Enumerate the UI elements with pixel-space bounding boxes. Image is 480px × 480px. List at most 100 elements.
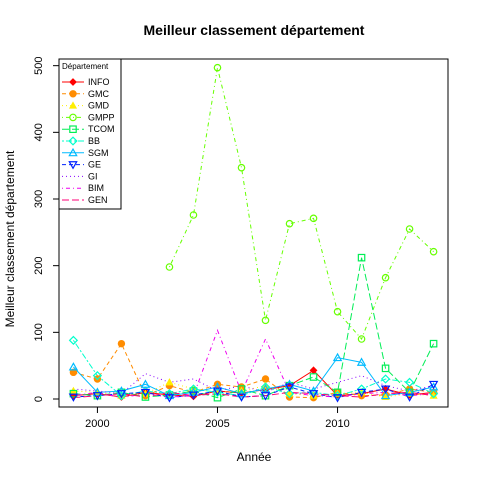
y-axis-label: Meilleur classement département (3, 150, 17, 327)
data-point-bb (188, 384, 199, 394)
data-point-ge (284, 383, 295, 392)
y-tick-label: 200 (33, 256, 45, 274)
data-point-gmc (69, 368, 78, 377)
legend-marker-info (69, 78, 77, 86)
data-point-ge (164, 394, 175, 403)
data-point-gmpp (381, 273, 390, 282)
legend-label-gi: GI (88, 171, 98, 181)
data-point-gmc (117, 339, 126, 348)
data-point-ge (116, 390, 127, 399)
data-point-gmpp (237, 163, 246, 172)
data-point-bb (404, 377, 415, 387)
data-point-gmpp (309, 214, 318, 223)
legend-marker-gmpp (69, 113, 77, 122)
data-point-sgm (92, 387, 103, 396)
legend-label-info: INFO (88, 77, 110, 87)
legend-title: Département (62, 62, 109, 71)
data-point-tcom (141, 393, 150, 401)
data-point-ge (404, 393, 415, 402)
data-point-gmpp (285, 219, 294, 228)
data-point-sgm (380, 390, 391, 400)
data-point-tcom (333, 388, 342, 397)
legend-label-gmc: GMC (88, 89, 109, 99)
data-point-gmpp (405, 225, 414, 233)
data-point-bb (92, 371, 103, 381)
legend-label-gmpp: GMPP (88, 112, 115, 122)
data-point-gmpp (189, 211, 198, 219)
data-point-bb (284, 389, 295, 399)
legend-label-gen: GEN (88, 195, 108, 205)
data-point-bb (428, 389, 439, 399)
data-point-gmpp (261, 316, 270, 325)
data-point-sgm (260, 384, 271, 393)
series-line-tcom (73, 257, 435, 399)
chart-title: Meilleur classement département (144, 22, 365, 38)
data-point-ge (428, 380, 439, 390)
series-line-gmpp (169, 67, 434, 340)
data-point-sgm (428, 382, 439, 391)
data-point-ge (68, 393, 79, 402)
y-tick-label: 100 (33, 323, 45, 341)
data-point-ge (212, 387, 223, 396)
data-point-tcom (309, 373, 318, 381)
data-point-ge (332, 394, 343, 403)
legend-marker-bb (68, 136, 78, 146)
data-point-tcom (357, 253, 366, 262)
data-point-sgm (140, 379, 151, 388)
legend-label-bb: BB (88, 136, 100, 146)
legend-label-sgm: SGM (88, 148, 109, 158)
data-point-gmpp (357, 335, 366, 343)
y-tick-label: 300 (33, 190, 45, 208)
data-point-sgm (356, 357, 367, 366)
data-point-bb (380, 374, 391, 384)
data-point-ge (308, 390, 319, 399)
plot-frame (58, 58, 449, 408)
legend-label-tcom: TCOM (88, 124, 115, 134)
x-axis: 2000 2005 2010 (85, 407, 350, 430)
data-point-ge (380, 385, 391, 394)
legend-marker-sgm (68, 147, 78, 157)
series-lines (72, 67, 435, 399)
data-point-bb (164, 389, 175, 399)
data-point-gmc (261, 375, 270, 383)
data-point-bb (260, 382, 271, 392)
data-point-gmpp (165, 263, 174, 271)
data-point-gmpp (429, 247, 438, 256)
x-tick-label: 2000 (85, 418, 109, 430)
data-point-sgm (236, 388, 247, 398)
series-line-sgm (73, 357, 434, 397)
legend-label-ge: GE (88, 160, 101, 170)
legend-marker-ge (68, 161, 78, 170)
data-point-bb (68, 335, 79, 345)
data-point-ge (140, 388, 151, 398)
series-line-gen (73, 391, 434, 399)
data-point-ge (92, 392, 103, 401)
legend-marker-gmc (69, 90, 77, 98)
y-axis: 0 100 200 300 400 500 (33, 56, 59, 402)
data-point-gmpp (333, 307, 342, 316)
data-point-gmpp (213, 63, 222, 72)
data-point-sgm (332, 352, 343, 362)
data-point-tcom (429, 339, 438, 348)
data-point-sgm (68, 362, 79, 371)
data-point-sgm (212, 382, 223, 391)
x-tick-label: 2010 (325, 418, 349, 430)
x-axis-label: Année (237, 450, 272, 464)
data-point-ge (236, 393, 247, 402)
data-point-ge (356, 388, 367, 398)
legend-box (58, 58, 122, 210)
y-tick-label: 500 (33, 56, 45, 74)
data-point-bb (356, 384, 367, 394)
data-point-ge (188, 391, 199, 400)
legend-label-bim: BIM (88, 183, 104, 193)
data-point-ge (260, 392, 271, 401)
y-tick-label: 0 (33, 396, 45, 402)
data-point-gmd (165, 378, 174, 386)
x-tick-label: 2005 (205, 418, 229, 430)
series-points (68, 63, 439, 403)
legend-label-gmd: GMD (88, 101, 109, 111)
legend-marker-tcom (69, 125, 77, 134)
data-point-gmd (285, 389, 294, 397)
data-point-tcom (381, 364, 390, 373)
